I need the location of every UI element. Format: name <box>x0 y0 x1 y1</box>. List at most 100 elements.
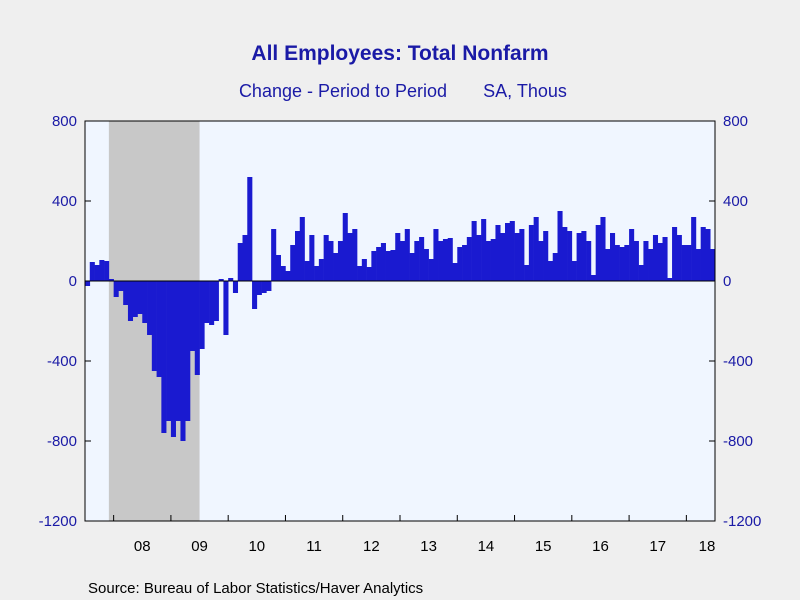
bar <box>275 255 281 281</box>
bar <box>261 281 267 293</box>
bar <box>567 231 573 281</box>
bar <box>180 281 186 441</box>
bar <box>552 253 558 281</box>
x-tick-label: 12 <box>363 538 380 555</box>
y-axis-right: 800 400 0 -400 -800 -1200 <box>709 113 761 530</box>
bar <box>543 231 549 281</box>
bar <box>104 261 110 281</box>
bar <box>85 281 91 286</box>
bar <box>457 247 463 281</box>
x-tick-label: 11 <box>306 538 322 555</box>
bar <box>586 241 592 281</box>
bar <box>175 281 181 421</box>
bar <box>333 253 339 281</box>
bar <box>185 281 191 421</box>
bar <box>371 251 377 281</box>
bar <box>209 281 215 325</box>
bar <box>414 241 420 281</box>
x-tick-label: 18 <box>699 538 716 555</box>
bar <box>423 249 429 281</box>
bar <box>223 281 229 335</box>
bar <box>376 247 382 281</box>
bar <box>256 281 262 295</box>
x-tick-label: 15 <box>535 538 552 555</box>
bar <box>237 243 243 281</box>
bar <box>695 249 701 281</box>
y-axis-left: 800 400 0 -400 -800 -1200 <box>39 113 91 530</box>
bar <box>156 281 162 377</box>
bar <box>280 266 286 281</box>
bar <box>400 241 406 281</box>
bar <box>557 211 563 281</box>
bar <box>657 243 663 281</box>
bar <box>676 235 682 281</box>
bar-series <box>85 177 716 441</box>
chart-units: SA, Thous <box>483 81 567 101</box>
bar <box>266 281 272 291</box>
bar <box>123 281 129 305</box>
bar <box>524 265 530 281</box>
bar <box>691 217 697 281</box>
bar <box>571 261 577 281</box>
y-tick-label-right: 0 <box>723 273 731 290</box>
bar <box>581 231 587 281</box>
y-tick-label-right: 800 <box>723 113 748 130</box>
bar <box>533 217 539 281</box>
x-tick-label: 17 <box>649 538 666 555</box>
bar <box>347 233 353 281</box>
bar <box>509 221 515 281</box>
bar <box>323 235 329 281</box>
bar <box>194 281 200 375</box>
bar <box>624 245 630 281</box>
bar <box>447 238 453 281</box>
bar <box>466 237 472 281</box>
y-tick-label-left: 0 <box>69 273 77 290</box>
bar <box>700 227 706 281</box>
bar <box>605 249 611 281</box>
bar <box>500 233 506 281</box>
bar <box>89 262 95 281</box>
bar <box>485 241 491 281</box>
x-tick-label: 13 <box>420 538 437 555</box>
bar <box>471 221 477 281</box>
bar <box>590 275 596 281</box>
bar <box>271 229 277 281</box>
y-tick-label-right: -800 <box>723 433 753 450</box>
bar <box>576 233 582 281</box>
bar <box>147 281 153 335</box>
bar <box>108 279 114 281</box>
bar <box>361 259 367 281</box>
bar <box>514 233 520 281</box>
bar <box>137 281 143 314</box>
bar <box>190 281 196 351</box>
bar <box>686 245 692 281</box>
bar <box>342 213 348 281</box>
bar <box>681 245 687 281</box>
bar <box>462 245 468 281</box>
bar <box>142 281 148 323</box>
bar <box>357 266 363 281</box>
bar <box>228 278 234 281</box>
y-tick-label-right: 400 <box>723 193 748 210</box>
bar <box>247 177 253 281</box>
bar <box>538 241 544 281</box>
bar <box>395 233 401 281</box>
bar <box>638 265 644 281</box>
bar <box>290 245 296 281</box>
bar <box>161 281 167 433</box>
bar <box>629 229 635 281</box>
bar <box>113 281 119 297</box>
bar <box>213 281 219 321</box>
bar <box>385 251 391 281</box>
bar <box>614 245 620 281</box>
bar <box>380 243 386 281</box>
bar <box>419 237 425 281</box>
bar <box>528 225 534 281</box>
y-tick-label-left: -800 <box>47 433 77 450</box>
y-tick-label-left: 800 <box>52 113 77 130</box>
x-tick-label: 08 <box>134 538 151 555</box>
bar <box>295 231 301 281</box>
bar <box>409 253 415 281</box>
chart-source: Source: Bureau of Labor Statistics/Haver… <box>88 580 423 597</box>
